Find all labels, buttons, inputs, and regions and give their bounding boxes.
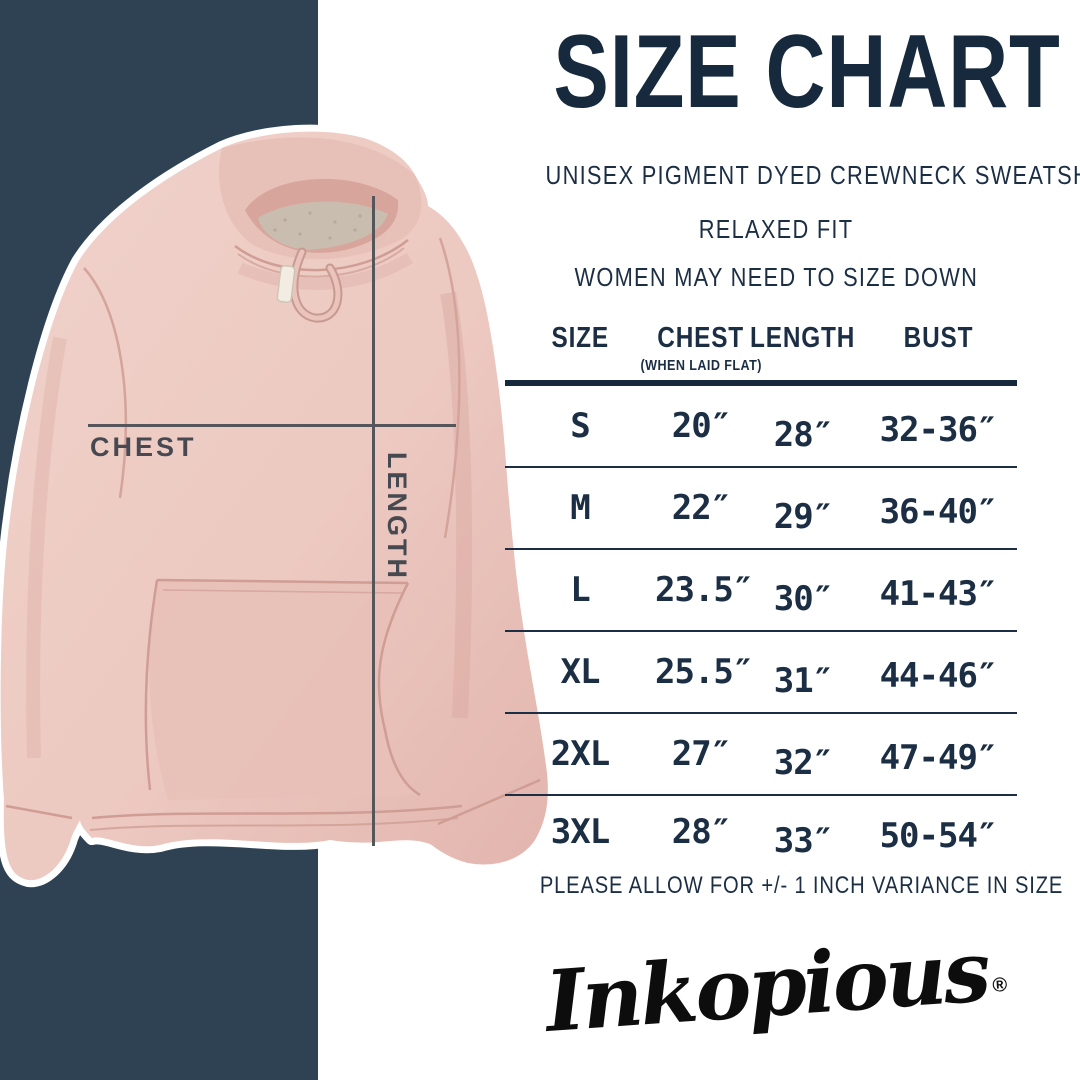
left-sleeve-shadow: [26, 336, 67, 759]
table-row: XL 25.5″ 31″ 44-46″: [505, 632, 1017, 714]
length-measure-line: [372, 196, 375, 846]
pocket-left-stitch: [144, 579, 159, 791]
cell-bust: 44-46″: [879, 656, 998, 696]
page-title: SIZE CHART: [490, 14, 1062, 130]
cell-length: 31″: [773, 661, 833, 701]
cell-size: 2XL: [550, 734, 610, 774]
drawstring-aglet: [276, 264, 296, 304]
col-header-length: LENGTH: [750, 322, 856, 354]
sleeve-shadow: [440, 291, 473, 719]
left-cuff-seam: [5, 804, 73, 820]
cell-chest: 20″: [671, 406, 731, 446]
table-row: L 23.5″ 30″ 41-43″: [505, 550, 1017, 632]
table-row: 2XL 27″ 32″ 47-49″: [505, 714, 1017, 796]
table-row: M 22″ 29″ 36-40″: [505, 468, 1017, 550]
cell-chest: 22″: [671, 488, 731, 528]
col-header-size: SIZE: [551, 322, 609, 354]
hoodie-silhouette: [0, 124, 555, 888]
table-row: 3XL 28″ 33″ 50-54″: [505, 796, 1017, 868]
cell-chest: 23.5″: [655, 570, 753, 610]
collar-seam: [234, 239, 409, 272]
collar-seam-2: [237, 247, 405, 278]
brand-logo: Inkopious®: [487, 916, 1065, 1055]
pocket: [149, 580, 420, 800]
hood-fleece-lining: [258, 201, 388, 250]
cell-bust: 36-40″: [879, 492, 998, 532]
hem-seam-2: [89, 817, 459, 831]
cell-size: S: [570, 406, 590, 446]
subtitle-fit: RELAXED FIT: [698, 214, 854, 244]
subtitle-product: UNISEX PIGMENT DYED CREWNECK SWEATSHIRT: [545, 160, 1080, 190]
cell-size: M: [570, 488, 590, 528]
chest-shadow: [237, 252, 414, 291]
cell-chest: 25.5″: [655, 652, 753, 692]
chart-panel: SIZE CHART UNISEX PIGMENT DYED CREWNECK …: [487, 0, 1080, 1080]
cell-length: 28″: [773, 415, 833, 455]
cell-chest: 27″: [671, 734, 731, 774]
variance-note: PLEASE ALLOW FOR +/- 1 INCH VARIANCE IN …: [539, 872, 1064, 899]
table-row: S 20″ 28″ 32-36″: [505, 386, 1017, 468]
right-armhole-seam: [438, 237, 461, 539]
pocket-top-stitch: [156, 578, 409, 585]
cell-size: 3XL: [550, 812, 610, 852]
cell-length: 29″: [773, 497, 833, 537]
size-table: SIZE CHEST (WHEN LAID FLAT) LENGTH BUST …: [505, 322, 1017, 868]
brand-logo-text: Inkopious: [542, 921, 991, 1051]
chest-subnote: (WHEN LAID FLAT): [640, 357, 762, 374]
pocket-right-stitch: [377, 582, 421, 797]
size-table-header: SIZE CHEST (WHEN LAID FLAT) LENGTH BUST: [505, 322, 1017, 386]
chest-measure-label: CHEST: [90, 432, 197, 462]
cell-bust: 47-49″: [879, 738, 998, 778]
cell-size: L: [570, 570, 590, 610]
cell-bust: 41-43″: [879, 574, 998, 614]
right-cuff-seam: [437, 778, 541, 826]
pocket-top-stitch-2: [162, 589, 403, 594]
col-header-chest: CHEST (WHEN LAID FLAT): [640, 322, 762, 374]
subtitle-sizing-advice: WOMEN MAY NEED TO SIZE DOWN: [574, 262, 978, 292]
hoodie-illustration: [0, 124, 555, 888]
length-measure-label: LENGTH: [382, 452, 412, 581]
cell-length: 33″: [773, 821, 833, 861]
cell-length: 32″: [773, 743, 833, 783]
cell-length: 30″: [773, 579, 833, 619]
hem-seam: [91, 804, 463, 820]
cell-bust: 50-54″: [879, 816, 998, 856]
page-title-text: SIZE CHART: [553, 14, 1061, 130]
left-armhole-seam: [83, 267, 128, 499]
cell-size: XL: [560, 652, 601, 692]
registered-trademark: ®: [991, 973, 1008, 997]
hoodie-photo: [0, 118, 560, 890]
fleece-speckles: [273, 211, 362, 240]
col-header-bust: BUST: [903, 322, 973, 354]
cell-bust: 32-36″: [879, 410, 998, 450]
chest-measure-line: [88, 424, 456, 427]
cell-chest: 28″: [671, 812, 731, 852]
